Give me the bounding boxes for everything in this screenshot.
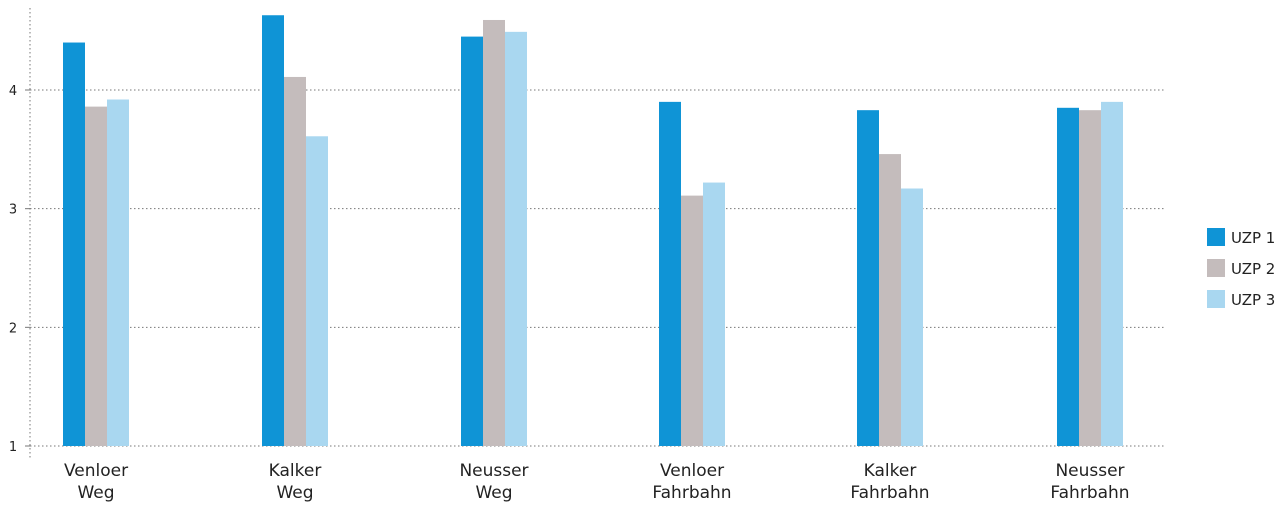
bar-uzp-2 (85, 106, 107, 446)
legend-label: UZP 2 (1231, 260, 1275, 278)
x-category-label-line: Venloer (64, 461, 128, 481)
bar-uzp-3 (703, 182, 725, 446)
bar-uzp-2 (879, 154, 901, 446)
bar-uzp-2 (1079, 110, 1101, 446)
bar-uzp-1 (659, 101, 681, 446)
x-category-label-line: Weg (475, 483, 512, 503)
legend-swatch (1207, 228, 1225, 246)
x-category-label-line: Neusser (459, 461, 528, 481)
x-category-label: Neusser Weg (459, 461, 528, 503)
x-category-label-line: Kalker (269, 461, 322, 481)
y-tick-label: 2 (9, 321, 17, 336)
bar-uzp-3 (107, 99, 129, 446)
x-category-label-line: Fahrbahn (850, 483, 929, 503)
y-tick-label: 3 (9, 203, 17, 218)
x-category-label: Venloer Fahrbahn (652, 461, 731, 503)
bar-uzp-2 (483, 19, 505, 447)
bar-uzp-1 (857, 110, 879, 446)
y-tick-label: 4 (9, 84, 17, 99)
legend-swatch (1207, 290, 1225, 308)
bar-uzp-1 (461, 36, 483, 446)
x-category-label: Kalker Fahrbahn (850, 461, 929, 503)
bar-uzp-3 (306, 136, 328, 446)
x-category-label: Venloer Weg (64, 461, 128, 503)
bar-uzp-3 (505, 31, 527, 446)
x-category-label-line: Fahrbahn (1050, 483, 1129, 503)
legend-label: UZP 3 (1231, 291, 1275, 309)
legend-swatch (1207, 259, 1225, 277)
x-category-label-line: Weg (276, 483, 313, 503)
legend-label: UZP 1 (1231, 229, 1275, 247)
x-category-label-line: Kalker (864, 461, 917, 481)
x-category-label-line: Neusser (1055, 461, 1124, 481)
x-category-label: Kalker Weg (269, 461, 322, 503)
bar-uzp-3 (901, 188, 923, 446)
x-category-label-line: Fahrbahn (652, 483, 731, 503)
bar-uzp-1 (63, 42, 85, 447)
x-category-label: Neusser Fahrbahn (1050, 461, 1129, 503)
x-category-label-line: Venloer (660, 461, 724, 481)
bar-uzp-3 (1101, 101, 1123, 446)
bar-uzp-2 (284, 76, 306, 447)
bar-uzp-1 (262, 15, 284, 447)
bar-uzp-1 (1057, 107, 1079, 447)
bar-uzp-2 (681, 195, 703, 446)
x-category-label-line: Weg (77, 483, 114, 503)
y-tick-label: 1 (9, 440, 17, 455)
